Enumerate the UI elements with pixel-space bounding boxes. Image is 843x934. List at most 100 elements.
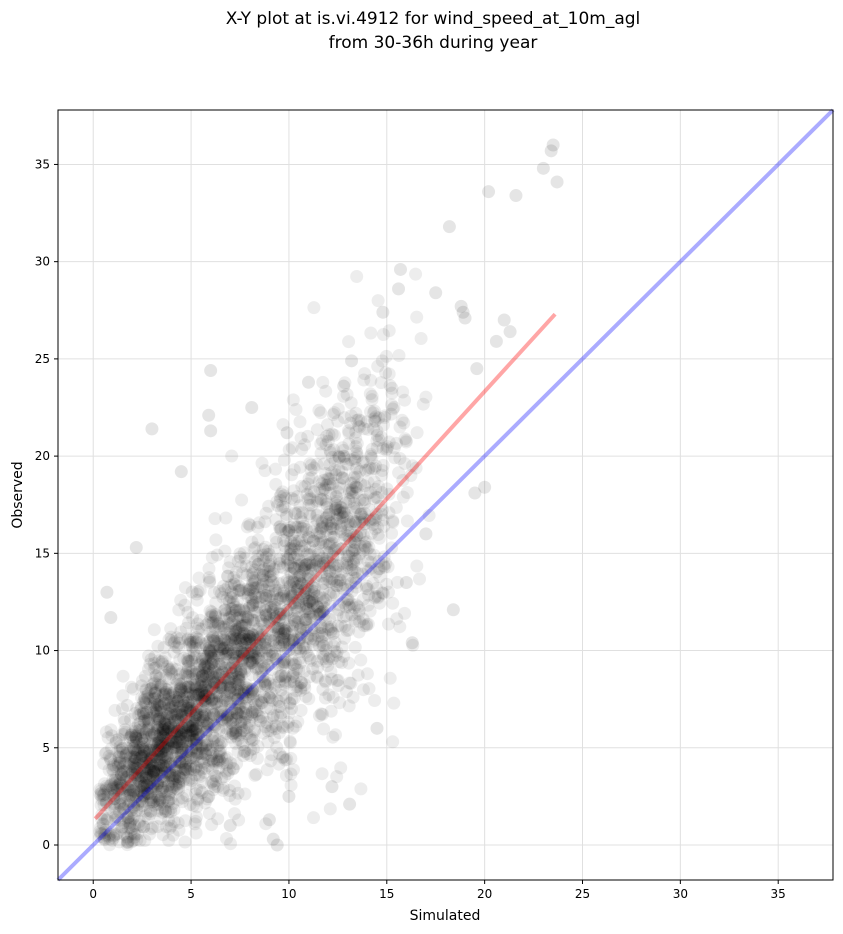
scatter-point-1039 xyxy=(118,727,132,741)
scatter-point-88 xyxy=(320,572,334,586)
scatter-point-936 xyxy=(231,632,245,646)
scatter-point-1291 xyxy=(211,686,225,699)
scatter-point-777 xyxy=(316,551,330,565)
scatter-point-855 xyxy=(204,749,218,763)
scatter-point-408 xyxy=(393,452,407,465)
scatter-point-1086 xyxy=(361,617,375,631)
scatter-point-182 xyxy=(276,721,290,735)
scatter-point-391 xyxy=(319,384,333,398)
scatter-point-1564 xyxy=(113,757,127,770)
scatter-point-1608 xyxy=(150,797,164,811)
scatter-point-448 xyxy=(223,697,237,711)
scatter-point-1402 xyxy=(204,711,218,725)
scatter-point-1387 xyxy=(230,631,244,645)
scatter-point-169 xyxy=(349,598,363,612)
scatter-point-283 xyxy=(172,713,186,727)
scatter-point-1083 xyxy=(172,783,186,797)
scatter-point-28 xyxy=(187,648,201,662)
scatter-point-338 xyxy=(143,807,157,821)
scatter-point-1446 xyxy=(278,500,292,514)
scatter-point-345 xyxy=(144,770,158,784)
scatter-point-1371 xyxy=(161,748,175,762)
scatter-point-1110 xyxy=(152,791,166,805)
scatter-point-944 xyxy=(235,645,249,659)
scatter-point-328 xyxy=(209,697,223,710)
scatter-point-550 xyxy=(347,601,361,615)
scatter-point-403 xyxy=(119,749,132,763)
scatter-point-3204 xyxy=(482,185,496,199)
scatter-point-1618 xyxy=(217,633,231,647)
scatter-point-1026 xyxy=(284,535,298,549)
scatter-point-1308 xyxy=(181,654,195,668)
scatter-point-1578 xyxy=(160,709,174,723)
scatter-point-623 xyxy=(159,685,173,699)
scatter-point-799 xyxy=(373,596,387,610)
scatter-point-286 xyxy=(325,466,339,480)
scatter-point-1202 xyxy=(371,294,385,308)
scatter-point-1443 xyxy=(123,821,137,834)
scatter-point-1145 xyxy=(322,539,336,553)
scatter-point-1548 xyxy=(338,631,352,645)
scatter-point-2983 xyxy=(396,490,410,504)
scatter-point-1151 xyxy=(246,705,259,719)
scatter-point-842 xyxy=(146,757,160,771)
scatter-point-655 xyxy=(187,732,201,746)
scatter-point-117 xyxy=(345,597,359,611)
scatter-point-1567 xyxy=(350,481,364,495)
scatter-point-589 xyxy=(220,721,233,735)
scatter-point-3186 xyxy=(189,715,203,729)
scatter-point-466 xyxy=(149,661,163,675)
scatter-point-716 xyxy=(289,580,303,594)
scatter-point-1587 xyxy=(99,746,113,760)
scatter-point-321 xyxy=(165,699,179,713)
scatter-point-3235 xyxy=(405,636,419,650)
scatter-point-3077 xyxy=(410,426,424,440)
scatter-point-802 xyxy=(263,691,277,705)
scatter-point-2853 xyxy=(252,516,266,530)
scatter-point-991 xyxy=(251,533,265,547)
scatter-point-971 xyxy=(288,506,302,520)
scatter-point-314 xyxy=(134,763,148,777)
scatter-point-697 xyxy=(160,749,174,763)
scatter-point-1431 xyxy=(231,706,244,720)
scatter-point-83 xyxy=(288,539,302,553)
scatter-point-1588 xyxy=(137,790,151,804)
scatter-point-906 xyxy=(266,567,280,581)
scatter-point-360 xyxy=(96,818,110,831)
scatter-point-312 xyxy=(315,767,329,781)
scatter-point-696 xyxy=(109,736,123,749)
scatter-point-229 xyxy=(314,406,328,420)
scatter-point-1283 xyxy=(247,645,261,658)
scatter-point-1485 xyxy=(124,814,138,828)
scatter-point-343 xyxy=(126,739,140,753)
scatter-point-1100 xyxy=(273,560,287,574)
scatter-point-1146 xyxy=(184,759,197,773)
scatter-point-454 xyxy=(366,518,380,532)
scatter-point-390 xyxy=(290,548,304,562)
scatter-point-384 xyxy=(364,373,378,387)
scatter-point-1585 xyxy=(190,593,204,607)
scatter-point-51 xyxy=(283,579,297,593)
scatter-point-89 xyxy=(239,559,253,573)
scatter-point-3019 xyxy=(189,826,203,840)
scatter-point-800 xyxy=(224,837,237,851)
scatter-point-1183 xyxy=(280,622,294,636)
scatter-point-1036 xyxy=(202,645,216,659)
scatter-point-2553 xyxy=(334,761,348,775)
scatter-point-2 xyxy=(299,690,313,703)
scatter-point-1167 xyxy=(135,749,149,763)
scatter-point-1350 xyxy=(107,831,120,845)
scatter-point-1285 xyxy=(199,659,212,673)
scatter-point-364 xyxy=(233,547,247,561)
scatter-point-659 xyxy=(283,675,297,689)
scatter-point-1115 xyxy=(267,542,281,556)
scatter-point-715 xyxy=(334,619,348,633)
scatter-point-2730 xyxy=(324,472,338,486)
scatter-point-691 xyxy=(274,668,288,682)
scatter-point-1033 xyxy=(277,589,290,603)
scatter-point-527 xyxy=(229,726,243,740)
scatter-point-2168 xyxy=(202,571,216,585)
scatter-point-341 xyxy=(162,662,176,676)
scatter-point-739 xyxy=(205,696,219,710)
scatter-point-719 xyxy=(240,681,254,695)
